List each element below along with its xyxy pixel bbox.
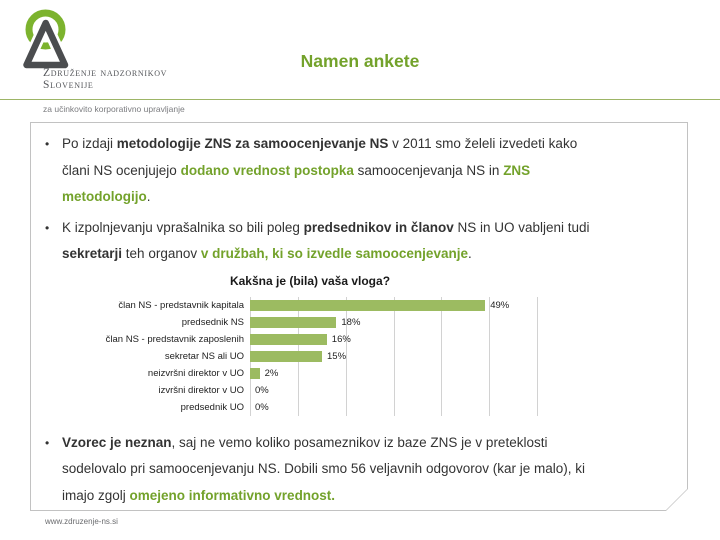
category-label: predsednik UO: [180, 401, 244, 413]
text-run: imajo zgolj: [62, 487, 130, 503]
bullets-top: • Po izdaji metodologije ZNS za samoocenj…: [30, 131, 688, 268]
bullet-paragraph: • Po izdaji metodologije ZNS za samoocenj…: [45, 131, 670, 211]
org-tagline: za učinkovito korporativno upravljanje: [43, 104, 185, 114]
bullet-line: sodelovalo pri samoocenjevanju NS. Dobil…: [62, 456, 670, 483]
org-name: Združenje nadzornikov Slovenije: [43, 67, 263, 91]
chart-row: predsednik NS 18%: [30, 314, 688, 331]
bullet-line: sekretarji teh organov v družbah, ki so …: [62, 241, 670, 268]
slide-title: Namen ankete: [300, 51, 420, 71]
category-label: neizvršni direktor v UO: [147, 367, 244, 379]
text-run: NS in UO vabljeni tudi: [453, 219, 590, 235]
chart-row: predsednik UO 0%: [30, 399, 688, 416]
gridline: [346, 296, 347, 416]
bar-track: 15%: [250, 348, 538, 365]
chart-row: sekretar NS ali UO 15%: [30, 348, 688, 365]
role-bar-chart: Kakšna je (bila) vaša vloga? član NS - p…: [30, 274, 688, 416]
text-run: metodologijo: [62, 189, 147, 204]
bullet-dot: •: [45, 137, 50, 151]
value-label: 49%: [490, 299, 510, 311]
value-label: 15%: [327, 350, 347, 362]
category-label: izvršni direktor v UO: [158, 384, 244, 396]
bullet-line: Po izdaji metodologije ZNS za samoocenje…: [62, 131, 670, 158]
value-label: 2%: [264, 367, 279, 379]
content-box-content: • Po izdaji metodologije ZNS za samoocenj…: [30, 122, 688, 511]
content-box-fill: [31, 123, 687, 510]
bar: [250, 350, 322, 362]
text-run: člani NS ocenjujejo: [62, 162, 181, 178]
gridline: [489, 296, 490, 416]
category-label: član NS - predstavnik zaposlenih: [105, 333, 244, 345]
bar: [250, 299, 486, 311]
bar-track: 0%: [250, 382, 538, 399]
text-run: K izpolnjevanju vprašalnika so bili pole…: [62, 219, 304, 235]
category-label: član NS - predstavnik kapitala: [118, 299, 244, 311]
text-run: samoocenjevanja NS in: [353, 162, 504, 178]
bullet-line: Vzorec je neznan, saj ne vemo koliko pos…: [62, 430, 670, 457]
text-run: sekretarji: [62, 246, 123, 261]
bullet-line: člani NS ocenjujejo dodano vrednost post…: [62, 158, 670, 185]
bar-track: 16%: [250, 331, 538, 348]
chart-plot-area: član NS - predstavnik kapitala 49% predsed…: [30, 296, 688, 416]
text-run: metodologije ZNS za samoocenjevanje NS: [116, 136, 389, 151]
category-label: sekretar NS ali UO: [164, 350, 244, 362]
category-label: predsednik NS: [181, 316, 244, 328]
bar-track: 0%: [250, 399, 538, 416]
header-divider: [0, 99, 720, 100]
chart-row: član NS - predstavnik kapitala 49%: [30, 297, 688, 314]
bullet-line: metodologijo.: [62, 184, 670, 211]
text-run: omejeno informativno vrednost.: [129, 487, 336, 503]
bullet-dot: •: [45, 220, 50, 235]
bar: [250, 316, 337, 328]
value-label: 0%: [255, 384, 269, 396]
text-run: , saj ne vemo koliko posameznikov iz baz…: [171, 434, 548, 450]
text-run: dodano vrednost postopka: [180, 162, 354, 178]
text-run: v 2011 smo želeli izvedeti kako: [388, 136, 578, 151]
text-run: ZNS: [503, 162, 531, 178]
chart-row: član NS - predstavnik zaposlenih 16%: [30, 331, 688, 348]
text-run: Vzorec je neznan: [62, 434, 172, 450]
bullet-paragraph: • K izpolnjevanju vprašalnika so bili pol…: [45, 215, 670, 268]
bar-track: 2%: [250, 365, 538, 382]
bar-track: 49%: [250, 297, 538, 314]
zns-logo-icon: [20, 9, 71, 71]
bullet-paragraph: • Vzorec je neznan, saj ne vemo koliko po…: [45, 430, 670, 510]
footer-url: www.zdruzenje-ns.si: [45, 517, 118, 526]
gridline: [441, 296, 442, 416]
bullet-text: Po izdaji metodologije ZNS za samoocenje…: [62, 131, 670, 211]
logo-triangle-icon: [23, 19, 69, 69]
text-run: Po izdaji: [62, 136, 117, 151]
org-name-line1: Združenje nadzornikov: [43, 67, 168, 79]
bar: [250, 333, 327, 345]
bullet-text: K izpolnjevanju vprašalnika so bili pole…: [62, 215, 670, 268]
content-box: • Po izdaji metodologije ZNS za samoocenj…: [30, 122, 688, 511]
text-run: v družbah, ki so izvedle samoocenjevanje: [200, 246, 468, 261]
gridline: [537, 296, 538, 416]
chart-row: neizvršni direktor v UO 2%: [30, 365, 688, 382]
text-run: predsednikov in članov: [303, 219, 454, 235]
logo-ring-icon: [25, 9, 66, 50]
value-label: 18%: [341, 316, 361, 328]
bullet-dot: •: [45, 435, 50, 450]
text-run: .: [146, 189, 151, 204]
org-name-line2: Slovenije: [43, 79, 94, 91]
bar-track: 18%: [250, 314, 538, 331]
bullets-bottom: • Vzorec je neznan, saj ne vemo koliko po…: [30, 430, 688, 510]
chart-title: Kakšna je (bila) vaša vloga?: [229, 273, 391, 288]
text-run: sodelovalo pri samoocenjevanju NS. Dobil…: [62, 461, 585, 476]
text-run: .: [467, 246, 472, 261]
gridline: [394, 296, 395, 416]
bullet-line: imajo zgolj omejeno informativno vrednos…: [62, 483, 670, 510]
bullet-text: Vzorec je neznan, saj ne vemo koliko pos…: [62, 430, 670, 510]
chart-row: izvršni direktor v UO 0%: [30, 382, 688, 399]
bullet-line: K izpolnjevanju vprašalnika so bili pole…: [62, 215, 670, 242]
value-label: 16%: [331, 333, 351, 345]
bar: [250, 367, 260, 379]
text-run: teh organov: [122, 246, 201, 261]
value-label: 0%: [255, 401, 269, 413]
